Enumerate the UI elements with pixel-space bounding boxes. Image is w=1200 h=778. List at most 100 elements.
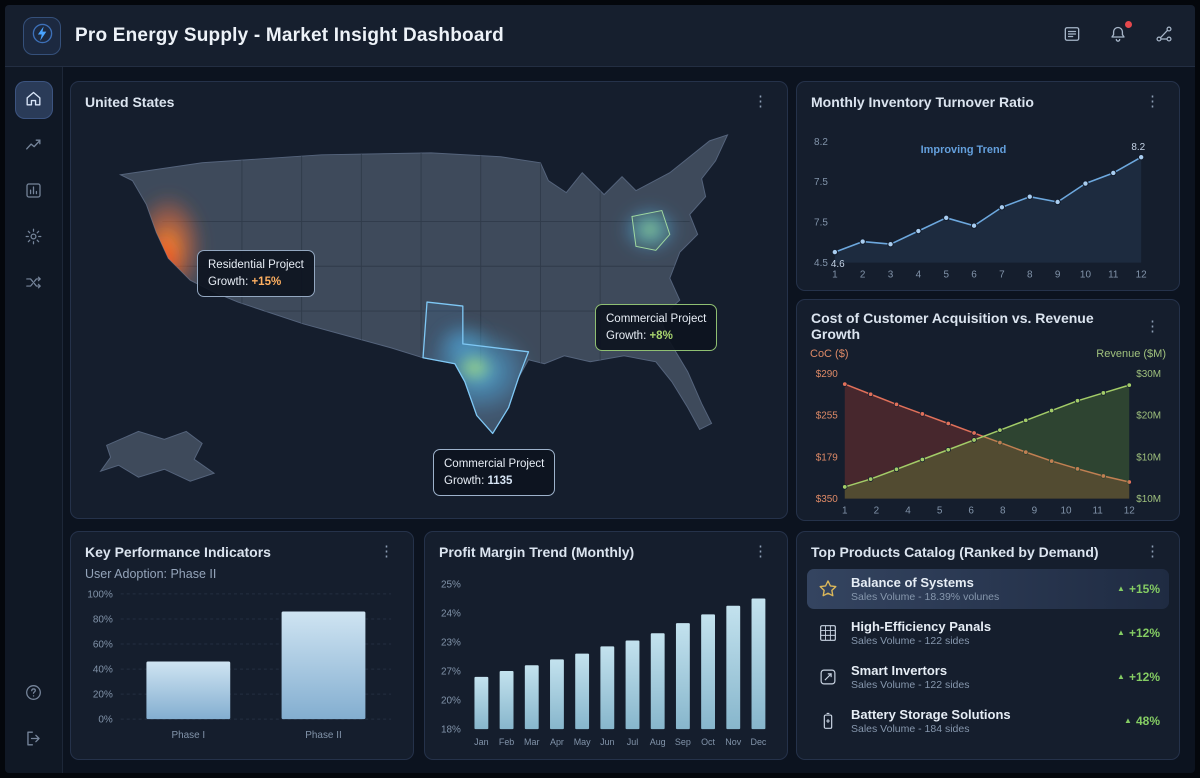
profit-panel-menu-button[interactable]: ⋮	[748, 542, 773, 561]
product-row[interactable]: High-Efficiency Panals Sales Volume - 122…	[807, 613, 1169, 653]
products-panel-menu-button[interactable]: ⋮	[1140, 542, 1165, 561]
svg-text:$179: $179	[816, 452, 839, 463]
product-list: Balance of Systems Sales Volume - 18.39% …	[797, 567, 1179, 756]
coc-panel: Cost of Customer Acquisition vs. Revenue…	[796, 299, 1180, 521]
map-body: Residential Project Growth: +15% Commerc…	[71, 117, 787, 515]
svg-text:$10M: $10M	[1136, 452, 1161, 463]
coc-chart-wrap: $290 $255 $179 $350 $30M $20M $10M $10M 1 2 4 5 6 8 9 1…	[797, 360, 1179, 520]
product-name: Smart Invertors	[851, 663, 948, 678]
us-map-canvas	[99, 134, 729, 482]
sidebar-item-logout[interactable]	[15, 721, 53, 759]
svg-text:Jan: Jan	[474, 737, 488, 747]
sidebar-item-reports[interactable]	[15, 173, 53, 211]
svg-text:23%: 23%	[441, 637, 461, 648]
svg-text:May: May	[574, 737, 591, 747]
svg-text:Phase I: Phase I	[171, 730, 205, 741]
svg-text:8: 8	[1000, 506, 1006, 517]
product-info: Balance of Systems Sales Volume - 18.39% …	[851, 575, 1106, 603]
help-icon	[24, 683, 43, 705]
kpi-panel: Key Performance Indicators ⋮ User Adopti…	[70, 531, 414, 760]
coc-left-axis-label: CoC ($)	[810, 348, 849, 360]
turnover-panel-header: Monthly Inventory Turnover Ratio ⋮	[797, 82, 1179, 117]
bar-report-icon	[24, 181, 43, 203]
svg-text:7.5: 7.5	[814, 218, 828, 229]
profit-chart-wrap: 25% 24% 23% 27% 20% 18% Jan Feb Mar Apr May Jun Jul A…	[425, 567, 787, 756]
svg-text:5: 5	[943, 270, 949, 281]
svg-text:20%: 20%	[441, 696, 461, 707]
svg-text:10: 10	[1080, 270, 1092, 281]
product-info: Battery Storage Solutions Sales Volume - …	[851, 707, 1113, 735]
profit-bar-chart: 25% 24% 23% 27% 20% 18% Jan Feb Mar Apr May Jun Jul A…	[441, 579, 767, 747]
svg-text:$350: $350	[816, 494, 839, 505]
app-root: Pro Energy Supply - Market Insight Dashb…	[5, 5, 1195, 773]
product-row[interactable]: Smart Invertors Sales Volume - 122 sides ▲…	[807, 657, 1169, 697]
network-icon	[1154, 24, 1174, 47]
profit-panel-header: Profit Margin Trend (Monthly) ⋮	[425, 532, 787, 567]
sidebar-item-analytics[interactable]	[15, 127, 53, 165]
app-logo	[23, 16, 61, 55]
svg-text:4: 4	[916, 270, 922, 281]
notifications-button[interactable]	[1105, 20, 1132, 49]
map-panel-menu-button[interactable]: ⋮	[748, 92, 773, 111]
svg-text:Nov: Nov	[725, 737, 741, 747]
products-panel-title: Top Products Catalog (Ranked by Demand)	[811, 543, 1099, 560]
sidebar-item-settings[interactable]	[15, 219, 53, 257]
bell-icon	[1108, 24, 1128, 47]
svg-text:12: 12	[1124, 506, 1136, 517]
turnover-panel-menu-button[interactable]: ⋮	[1140, 92, 1165, 111]
lightning-bolt-icon	[31, 22, 54, 50]
svg-text:5: 5	[937, 506, 943, 517]
inverter-icon	[816, 665, 840, 689]
product-name: Battery Storage Solutions	[851, 707, 1011, 722]
map-callout-residential: Residential Project Growth: +15%	[197, 250, 315, 298]
product-row[interactable]: Battery Storage Solutions Sales Volume - …	[807, 701, 1169, 741]
callout-growth: Growth: +15%	[208, 275, 282, 288]
svg-text:$10M: $10M	[1136, 494, 1161, 505]
up-triangle-icon: ▲	[1117, 672, 1125, 681]
product-change-badge: ▲ +12%	[1117, 670, 1160, 684]
turnover-panel: Monthly Inventory Turnover Ratio ⋮ 8.2 7.…	[796, 81, 1180, 291]
product-subtitle: Sales Volume - 184 sides	[851, 723, 970, 735]
svg-text:40%: 40%	[93, 665, 113, 676]
sidebar-item-help[interactable]	[15, 675, 53, 713]
svg-text:60%: 60%	[93, 640, 113, 651]
svg-text:4.5: 4.5	[814, 258, 828, 269]
coc-panel-title: Cost of Customer Acquisition vs. Revenue…	[811, 310, 1094, 342]
product-row[interactable]: Balance of Systems Sales Volume - 18.39% …	[807, 569, 1169, 609]
sidebar-item-flows[interactable]	[15, 265, 53, 303]
products-panel-header: Top Products Catalog (Ranked by Demand) …	[797, 532, 1179, 567]
svg-text:1: 1	[842, 506, 848, 517]
svg-text:10: 10	[1060, 506, 1072, 517]
svg-text:4.6: 4.6	[831, 259, 845, 270]
svg-text:25%: 25%	[441, 579, 461, 590]
svg-text:2: 2	[874, 506, 880, 517]
sidebar-item-home[interactable]	[14, 81, 53, 119]
svg-text:$20M: $20M	[1136, 411, 1161, 422]
product-subtitle: Sales Volume - 122 sides	[851, 679, 970, 691]
svg-text:80%: 80%	[93, 614, 113, 625]
svg-text:9: 9	[1055, 270, 1061, 281]
kpi-panel-header: Key Performance Indicators ⋮	[71, 532, 413, 567]
svg-text:3: 3	[888, 270, 894, 281]
svg-text:2: 2	[860, 270, 866, 281]
turnover-chart-wrap: 8.2 7.5 7.5 4.5 1 2 3 4 5 6 7 8 9 10 11 12 Improving Tre…	[797, 117, 1179, 287]
home-icon	[24, 89, 43, 111]
svg-text:1: 1	[832, 270, 838, 281]
coc-panel-menu-button[interactable]: ⋮	[1140, 317, 1165, 336]
products-panel: Top Products Catalog (Ranked by Demand) …	[796, 531, 1180, 760]
logout-icon	[24, 729, 43, 751]
notes-button[interactable]	[1059, 23, 1085, 49]
texas-highlight-shape	[422, 301, 530, 435]
main-content: United States ⋮	[63, 67, 1195, 773]
us-map-panel: United States ⋮	[70, 81, 788, 519]
battery-icon	[816, 709, 840, 733]
star-icon	[816, 577, 840, 601]
svg-text:Dec: Dec	[750, 737, 766, 747]
connections-button[interactable]	[1151, 23, 1177, 49]
profit-panel: Profit Margin Trend (Monthly) ⋮ 25% 24% 23…	[424, 531, 788, 760]
svg-text:$255: $255	[816, 411, 839, 422]
callout-label: Commercial Project	[444, 458, 545, 470]
kpi-panel-menu-button[interactable]: ⋮	[374, 542, 399, 561]
